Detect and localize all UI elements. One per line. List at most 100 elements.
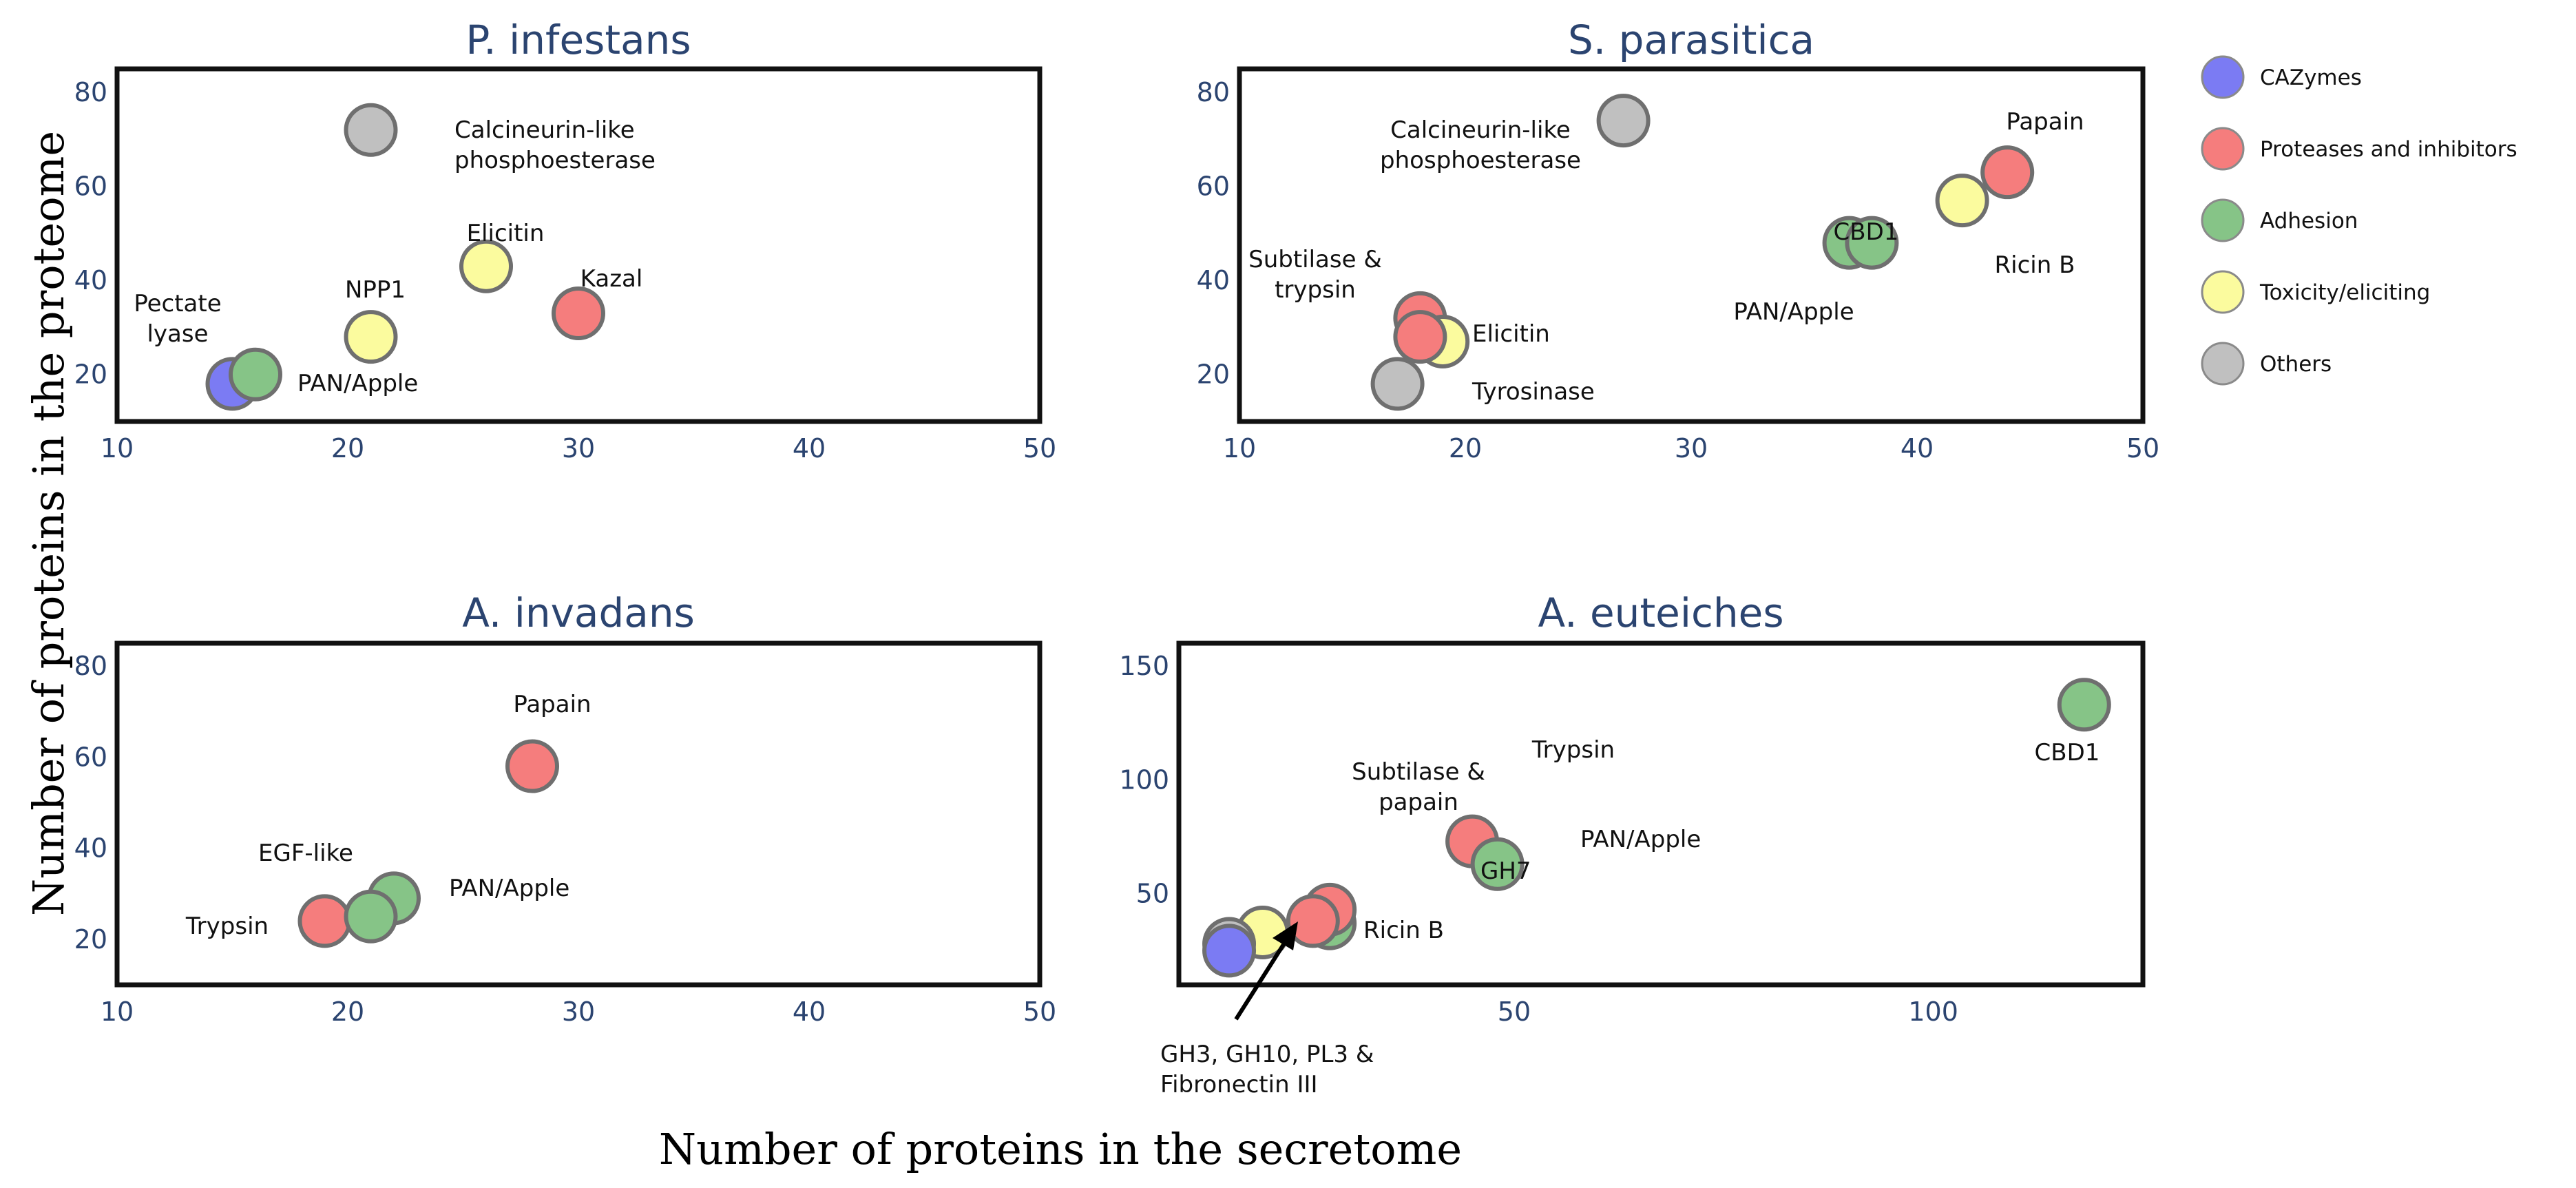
y-tick-label: 20 [1197,359,1230,390]
point-label: Elicitin [1472,320,1550,348]
panel-a-euteiches: A. euteiches 50 100 50 100 150 CBD1 Subtilase &… [1119,590,2146,1098]
point-label-line: Tyrosinase [1472,378,1595,406]
y-tick-label: 80 [74,77,107,107]
panel-p-infestans: P. infestans 10 20 30 40 50 20 40 60 80 Pectate lya… [74,17,1057,463]
y-tick-label: 40 [74,265,107,295]
x-tick-label: 10 [101,997,134,1027]
y-tick-label: 50 [1136,879,1169,909]
panel-title: S. parasitica [1568,17,1814,63]
x-tick-label: 50 [2126,433,2159,463]
y-tick-label: 60 [1197,171,1230,202]
x-tick-label: 10 [1223,433,1256,463]
point-label-line: Elicitin [467,220,545,247]
point-label: Trypsin [1531,736,1615,764]
point-label-line: NPP1 [345,276,406,304]
y-tick-label: 100 [1119,764,1169,795]
point-label-line: trypsin [1275,276,1356,304]
point-label: Kazal [580,265,643,293]
x-tick-label: 20 [1449,433,1482,463]
point-label-line: EGF-like [258,840,353,867]
point-proteases-and-inhibitors [505,739,559,793]
x-tick-label: 50 [1023,433,1056,463]
plot-frame [114,640,1043,988]
annotation-arrow [1234,921,1298,1021]
y-tick-label: 40 [1197,265,1230,295]
plot-frame [1237,66,2146,424]
legend-label: Adhesion [2260,209,2358,233]
plot-frame [114,66,1043,424]
x-tick-label: 40 [793,997,826,1027]
point-proteases-and-inhibitors [1286,894,1340,948]
point-label: PAN/Apple [1580,826,1701,853]
point-proteases-and-inhibitors [1393,310,1447,364]
point-label-line: phosphoesterase [454,147,656,174]
point-label-line: PAN/Apple [297,370,418,397]
point-label: Tyrosinase [1472,378,1595,406]
x-tick-label: 10 [101,433,134,463]
x-tick-label: 50 [1498,997,1531,1027]
point-label: Calcineurin-like phosphoesterase [1380,116,1581,174]
legend-label: Toxicity/eliciting [2259,280,2430,305]
legend-swatch-toxicity-eliciting [2201,270,2245,314]
panel-title: A. invadans [462,590,695,636]
point-others [344,103,398,157]
x-tick-label: 30 [562,433,595,463]
point-label-line: Elicitin [1472,320,1550,348]
point-label: Calcineurin-like phosphoesterase [454,116,656,174]
x-axis-title: Number of proteins in the secretome [659,1124,1462,1174]
point-label-line: Fibronectin III [1160,1071,1318,1098]
point-adhesion [1470,837,1525,891]
legend-swatch-cazymes [2201,55,2245,99]
point-others [1596,94,1651,148]
point-label-line: lyase [147,320,208,348]
point-label: Elicitin [467,220,545,247]
point-label-line: Calcineurin-like [1390,116,1571,144]
point-label: Pectate lyase [134,290,221,348]
point-label-line: CBD1 [1834,218,1899,246]
y-tick-label: 60 [74,742,107,772]
point-label-line: GH3, GH10, PL3 & [1160,1041,1374,1068]
legend-swatch-others [2201,342,2245,386]
x-tick-label: 30 [562,997,595,1027]
point-label-line: Trypsin [185,913,269,940]
point-others [1370,357,1425,411]
x-tick-label: 20 [331,433,364,463]
panel-a-invadans: A. invadans 10 20 30 40 50 20 40 60 80 Papain EGF-l… [74,590,1057,1027]
point-label: Ricin B [1995,251,2075,279]
point-adhesion [344,889,398,944]
y-tick-label: 20 [74,359,107,390]
point-label: Subtilase & trypsin [1248,246,1382,304]
point-label-line: Calcineurin-like [454,116,635,144]
point-label-line: CBD1 [2035,739,2100,767]
point-label: NPP1 [345,276,406,304]
y-tick-label: 60 [74,171,107,202]
point-label: Ricin B [1363,917,1444,944]
y-axis-title: Number of proteins in the proteome [23,131,74,916]
point-proteases-and-inhibitors [552,286,605,340]
legend-swatch-adhesion [2201,198,2245,242]
x-tick-label: 40 [793,433,826,463]
x-tick-label: 40 [1900,433,1934,463]
x-tick-label: 50 [1023,997,1056,1027]
point-adhesion [229,347,282,402]
point-label-line: Pectate [134,290,221,317]
legend-label: Others [2260,352,2332,377]
panel-s-parasitica: S. parasitica 10 20 30 40 50 20 40 60 80 Calcineur… [1197,17,2160,463]
point-toxicity-eliciting [459,239,513,293]
y-tick-label: 20 [74,924,107,955]
point-label: CBD1 [2035,739,2100,767]
point-label: PAN/Apple [297,370,418,397]
point-label-line: Subtilase & [1248,246,1382,273]
point-label-line: Trypsin [1531,736,1615,764]
point-label-line: Ricin B [1363,917,1444,944]
point-label-line: Subtilase & [1352,758,1485,786]
y-tick-label: 40 [74,833,107,864]
x-tick-label: 20 [331,997,364,1027]
point-label: PAN/Apple [449,875,569,902]
legend-label: Proteases and inhibitors [2260,137,2517,162]
point-label-line: Papain [513,691,591,718]
point-adhesion [1845,216,1899,270]
legend-label: CAZymes [2260,65,2362,90]
point-label: Trypsin [185,913,269,940]
point-label-line: Papain [2006,108,2084,136]
